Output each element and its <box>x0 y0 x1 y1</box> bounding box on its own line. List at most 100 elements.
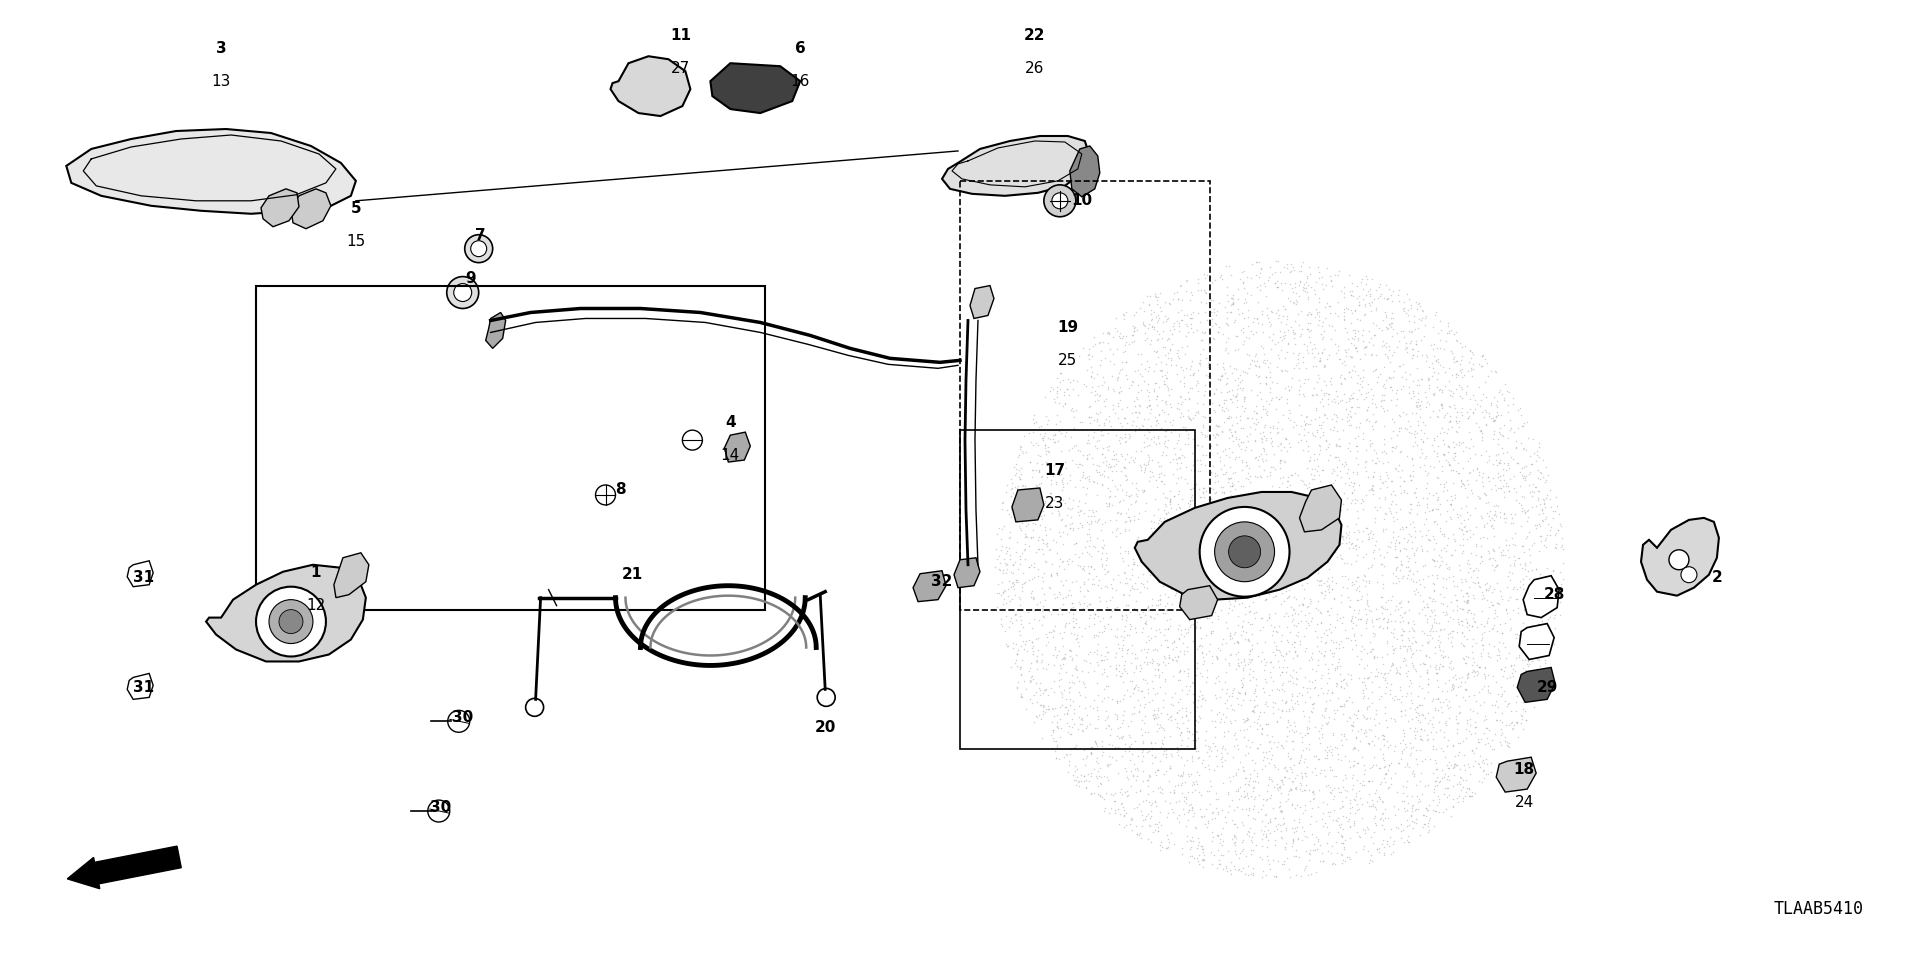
Point <box>1361 450 1392 466</box>
Point <box>1283 628 1313 643</box>
Point <box>1018 498 1048 514</box>
Point <box>1290 477 1321 492</box>
Point <box>1004 470 1035 486</box>
Point <box>1258 801 1288 816</box>
Point <box>1309 636 1340 651</box>
Point <box>1123 406 1154 421</box>
Point <box>1350 615 1380 631</box>
Point <box>1332 331 1363 347</box>
Point <box>1100 650 1131 665</box>
Point <box>1394 713 1425 729</box>
Point <box>1008 513 1039 528</box>
Point <box>1208 682 1238 697</box>
Point <box>1428 342 1459 357</box>
Point <box>1375 683 1405 698</box>
Point <box>1050 700 1081 715</box>
Point <box>1398 323 1428 338</box>
Point <box>1356 635 1386 650</box>
Point <box>1021 597 1052 612</box>
Point <box>1442 507 1473 522</box>
Point <box>1119 324 1150 339</box>
Point <box>1152 525 1183 540</box>
Point <box>1323 294 1354 309</box>
Point <box>1066 559 1096 574</box>
Point <box>1373 316 1404 331</box>
Point <box>1016 669 1046 684</box>
Point <box>1165 749 1196 764</box>
Point <box>1382 756 1413 771</box>
Point <box>1200 466 1231 481</box>
Point <box>1025 490 1056 505</box>
Point <box>1083 378 1114 394</box>
Point <box>1052 507 1083 522</box>
Point <box>1379 525 1409 540</box>
Point <box>1334 796 1365 811</box>
Point <box>1202 827 1233 842</box>
Point <box>1202 437 1233 452</box>
Point <box>1511 678 1542 693</box>
Point <box>1104 328 1135 344</box>
Point <box>1256 747 1286 762</box>
Point <box>1413 532 1444 547</box>
Point <box>1308 726 1338 741</box>
Point <box>1275 535 1306 550</box>
Point <box>1419 528 1450 543</box>
Point <box>1404 828 1434 843</box>
Point <box>1452 619 1482 635</box>
Point <box>1217 466 1248 481</box>
Point <box>1002 513 1033 528</box>
Point <box>1471 417 1501 432</box>
Point <box>1171 643 1202 659</box>
Point <box>1288 280 1319 296</box>
Point <box>1354 413 1384 428</box>
Point <box>1235 598 1265 613</box>
Point <box>1085 427 1116 443</box>
Point <box>1313 808 1344 824</box>
Point <box>1108 704 1139 719</box>
Point <box>1277 751 1308 766</box>
Point <box>1071 450 1102 466</box>
Point <box>1031 661 1062 677</box>
Point <box>1438 737 1469 753</box>
Point <box>1279 696 1309 711</box>
Point <box>1137 656 1167 671</box>
Point <box>1181 440 1212 455</box>
Point <box>1419 514 1450 529</box>
Point <box>1471 417 1501 432</box>
Point <box>1175 411 1206 426</box>
Point <box>1357 797 1388 812</box>
Point <box>1175 481 1206 496</box>
Point <box>1081 770 1112 785</box>
Point <box>1233 634 1263 649</box>
Point <box>1046 366 1077 381</box>
Point <box>1380 549 1411 564</box>
Point <box>1463 756 1494 771</box>
Point <box>1361 707 1392 722</box>
Point <box>1200 492 1231 508</box>
Point <box>1175 679 1206 694</box>
Point <box>1100 660 1131 676</box>
Point <box>1332 678 1363 693</box>
Point <box>1125 660 1156 676</box>
Point <box>1402 564 1432 579</box>
Point <box>1444 679 1475 694</box>
Point <box>1269 454 1300 469</box>
Point <box>1507 627 1538 642</box>
Point <box>1394 504 1425 519</box>
Point <box>1521 591 1551 607</box>
Point <box>1135 473 1165 489</box>
Point <box>1361 317 1392 332</box>
Point <box>1290 769 1321 784</box>
Point <box>1261 420 1292 436</box>
Point <box>1413 797 1444 812</box>
Point <box>1204 690 1235 706</box>
Point <box>1396 685 1427 701</box>
Point <box>1482 596 1513 612</box>
Point <box>1526 613 1557 629</box>
Point <box>1035 521 1066 537</box>
Point <box>1523 616 1553 632</box>
Point <box>1434 373 1465 389</box>
Point <box>1500 507 1530 522</box>
Point <box>1202 552 1233 567</box>
Point <box>1050 395 1081 410</box>
